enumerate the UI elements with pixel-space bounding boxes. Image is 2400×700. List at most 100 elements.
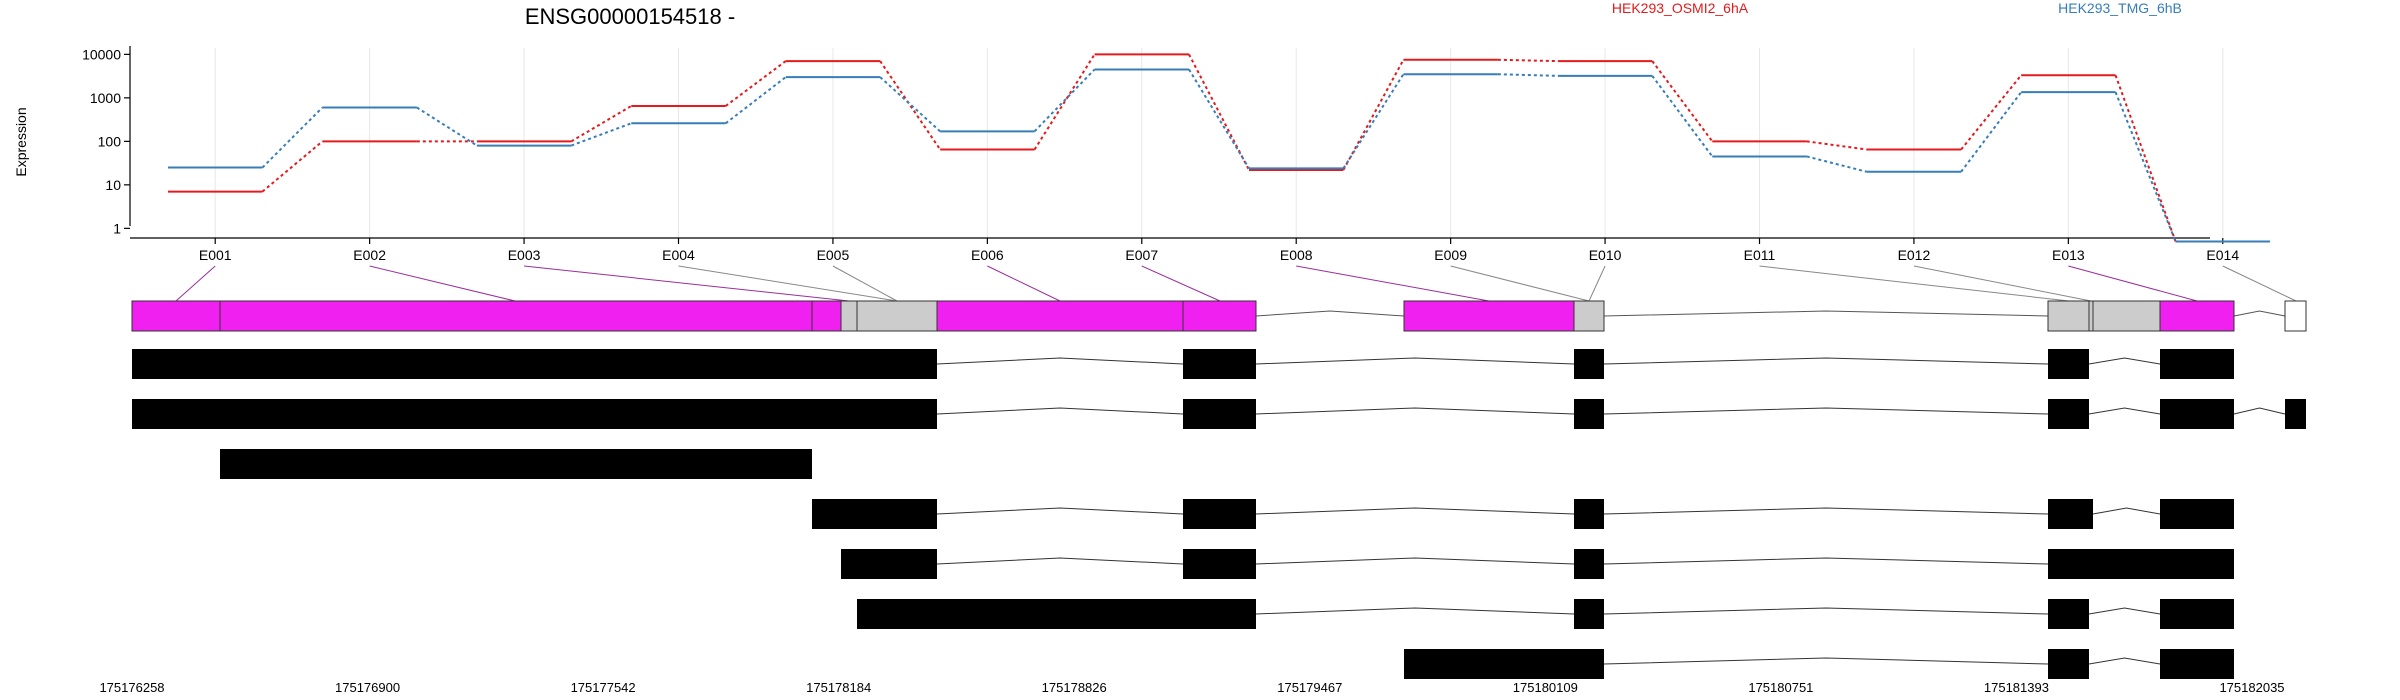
transcript-intron <box>2092 507 2161 515</box>
genomic-coordinate-axis: 175176258 175176900 175177542 175178184 1751… <box>99 680 2284 695</box>
intron-line <box>2233 310 2286 317</box>
series-HEK293_OSMI2_6hA <box>168 53 2270 243</box>
exon-bin <box>131 300 221 332</box>
chart-title: ENSG00000154518 - <box>525 4 735 29</box>
transcript-intron <box>1603 657 2049 665</box>
genomic-tick-label: 175182035 <box>2219 680 2284 695</box>
exon-bin <box>2088 300 2094 332</box>
exon-connector <box>1141 265 1221 302</box>
legend-series-tmg: HEK293_TMG_6hB <box>2058 0 2182 16</box>
x-tick-label: E001 <box>199 247 232 263</box>
y-tick-label: 100 <box>98 133 122 149</box>
series-transition <box>1188 68 1250 169</box>
x-tick-label: E003 <box>508 247 541 263</box>
series-transition <box>725 60 787 107</box>
y-tick-label: 10000 <box>82 46 121 62</box>
exon-bin <box>840 300 858 332</box>
transcript-exon <box>2160 599 2234 629</box>
exon-bin <box>1573 300 1605 332</box>
exon-connector <box>2222 265 2297 302</box>
exon-connector <box>1759 265 2070 302</box>
genomic-tick-label: 175176900 <box>335 680 400 695</box>
x-tick-label: E009 <box>1434 247 1467 263</box>
exon-connector <box>524 265 850 302</box>
transcript-exon <box>2160 649 2234 679</box>
transcript-7 <box>1404 649 2234 679</box>
expression-plot: 1 10 100 1000 10000 E001 E002 E003 E004 E005 E006 E… <box>82 46 2270 263</box>
series-transition <box>1497 58 1558 63</box>
transcript-3 <box>220 449 812 479</box>
genomic-tick-label: 175178826 <box>1042 680 1107 695</box>
series-HEK293_TMG_6hB <box>168 68 2270 243</box>
series-transition <box>1651 75 1714 158</box>
intron-line <box>1255 310 1405 317</box>
genomic-tick-label: 175180109 <box>1513 680 1578 695</box>
x-tick-label: E004 <box>662 247 695 263</box>
transcript-5 <box>841 549 2234 579</box>
transcript-exon <box>2048 499 2093 529</box>
genomic-tick-label: 175177542 <box>571 680 636 695</box>
transcript-exon <box>812 499 937 529</box>
y-tick-label: 10 <box>105 177 121 193</box>
genomic-tick-label: 175179467 <box>1277 680 1342 695</box>
transcript-intron <box>936 407 1184 415</box>
transcript-intron <box>1603 507 2049 515</box>
transcript-exon <box>1574 599 1604 629</box>
exon-connector <box>175 265 216 302</box>
y-axis-label: Expression <box>13 107 29 176</box>
exon-bin <box>811 300 842 332</box>
x-tick-label: E013 <box>2052 247 2085 263</box>
x-tick-label: E005 <box>817 247 850 263</box>
x-tick-label: E011 <box>1744 247 1776 263</box>
exon-bin <box>1403 300 1575 332</box>
transcript-exon <box>1183 499 1256 529</box>
transcript-intron <box>2088 657 2161 665</box>
transcript-4 <box>812 499 2234 529</box>
x-tick-label: E008 <box>1280 247 1313 263</box>
series-transition <box>2114 91 2177 242</box>
y-tick-label: 1 <box>113 220 121 236</box>
transcript-exon <box>2048 349 2089 379</box>
y-tick-label: 1000 <box>90 90 121 106</box>
transcript-intron <box>936 357 1184 365</box>
transcript-intron <box>936 507 1184 515</box>
series-transition <box>261 140 324 193</box>
transcript-exon <box>1183 349 1256 379</box>
transcript-exon <box>1574 549 1604 579</box>
transcript-exon <box>2160 499 2234 529</box>
series-transition <box>261 106 324 169</box>
exon-connector <box>987 265 1061 302</box>
series-transition <box>879 60 941 151</box>
series-transition <box>1342 59 1405 171</box>
exon-bin <box>936 300 1184 332</box>
transcript-exon <box>2285 399 2306 429</box>
transcript-intron <box>1255 507 1575 515</box>
transcript-exon <box>2048 399 2089 429</box>
transcript-intron <box>1603 607 2049 615</box>
series-transition <box>1342 73 1405 169</box>
x-tick-label: E007 <box>1125 247 1158 263</box>
transcript-intron <box>1255 607 1575 615</box>
series-transition <box>1188 53 1250 171</box>
x-tick-label: E014 <box>2206 247 2239 263</box>
transcript-intron <box>1603 357 2049 365</box>
gene-model-track <box>131 300 2307 332</box>
transcript-intron <box>2233 407 2286 415</box>
transcript-exon <box>2160 399 2234 429</box>
intron-line <box>1603 310 2049 317</box>
transcript-intron <box>2088 607 2161 615</box>
exon-bin <box>2159 300 2235 332</box>
transcript-intron <box>1255 557 1575 565</box>
transcript-exon <box>2048 599 2089 629</box>
exon-connector <box>1450 265 1590 302</box>
transcript-1 <box>132 349 2234 379</box>
transcript-6 <box>857 599 2234 629</box>
transcript-intron <box>1255 407 1575 415</box>
transcript-exon <box>1574 349 1604 379</box>
exon-bin <box>219 300 813 332</box>
series-transition <box>879 76 941 133</box>
transcript-exon <box>132 399 937 429</box>
exon-bin <box>2047 300 2090 332</box>
transcript-exon <box>1183 399 1256 429</box>
transcript-exon <box>841 549 937 579</box>
